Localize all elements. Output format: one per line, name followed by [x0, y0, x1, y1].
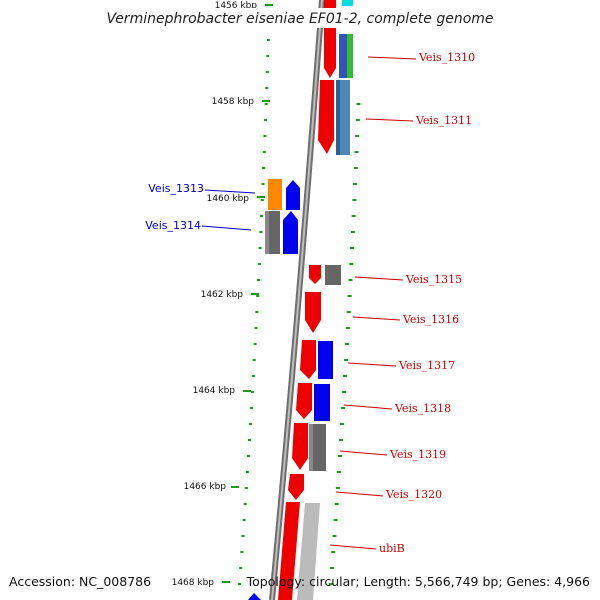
- gene-veis-1317[interactable]: Veis_1317: [300, 340, 455, 379]
- gene-label-ubib[interactable]: ubiB: [379, 542, 405, 555]
- backbone: [269, 0, 325, 600]
- tick-label: 1466 kbp: [184, 482, 227, 492]
- gene-label-veis-1318[interactable]: Veis_1318: [394, 402, 451, 415]
- gene-label-veis-1311[interactable]: Veis_1311: [415, 114, 472, 127]
- gene-label-veis-1315[interactable]: Veis_1315: [405, 273, 462, 286]
- gene-label-veis-1317[interactable]: Veis_1317: [398, 359, 455, 372]
- tick-1468: 1468 kbp: [172, 578, 230, 588]
- gene-label-veis-1314[interactable]: Veis_1314: [145, 219, 201, 232]
- gene-label-veis-1313[interactable]: Veis_1313: [148, 182, 204, 195]
- gene-label-veis-1310[interactable]: Veis_1310: [418, 51, 475, 64]
- gene-ubib[interactable]: ubiB: [278, 502, 405, 600]
- genome-summary-text: Topology: circular; Length: 5,566,749 bp…: [246, 574, 590, 589]
- gene-label-veis-1316[interactable]: Veis_1316: [402, 313, 459, 326]
- gene-label-veis-1320[interactable]: Veis_1320: [385, 488, 442, 501]
- title-background: [108, 8, 492, 28]
- gene-veis-1316[interactable]: Veis_1316: [305, 292, 459, 333]
- tick-label: 1458 kbp: [212, 97, 255, 107]
- gene-partial[interactable]: [248, 593, 261, 600]
- tick-1458: 1458 kbp: [212, 97, 270, 107]
- scale-ticks: 1456 kbp 1458 kbp 1460 kbp 1462 kbp 1464…: [172, 1, 273, 588]
- tick-1462: 1462 kbp: [201, 290, 259, 300]
- gene-veis-1315[interactable]: Veis_1315: [309, 265, 462, 286]
- tick-1456: 1456 kbp: [215, 1, 273, 11]
- tick-label: 1460 kbp: [207, 194, 250, 204]
- gene-veis-1311[interactable]: Veis_1311: [318, 80, 472, 155]
- map-title: Verminephrobacter eiseniae EF01-2, compl…: [106, 11, 493, 27]
- tick-1464: 1464 kbp: [193, 386, 251, 396]
- tick-label: 1462 kbp: [201, 290, 244, 300]
- gene-veis-1314[interactable]: Veis_1314: [145, 211, 298, 254]
- gene-veis-1319[interactable]: Veis_1319: [292, 423, 446, 471]
- tick-1466: 1466 kbp: [184, 482, 239, 492]
- tick-label: 1468 kbp: [172, 578, 215, 588]
- gc-tracks: [238, 39, 361, 585]
- gene-veis-1320[interactable]: Veis_1320: [288, 474, 442, 501]
- gene-veis-1318[interactable]: Veis_1318: [296, 383, 451, 421]
- tick-label: 1456 kbp: [215, 1, 258, 11]
- tick-label: 1464 kbp: [193, 386, 236, 396]
- accession-text: Accession: NC_008786: [9, 574, 151, 589]
- gene-veis-1313[interactable]: Veis_1313: [148, 179, 300, 210]
- gene-label-veis-1319[interactable]: Veis_1319: [389, 448, 446, 461]
- tick-1460: 1460 kbp: [207, 194, 265, 204]
